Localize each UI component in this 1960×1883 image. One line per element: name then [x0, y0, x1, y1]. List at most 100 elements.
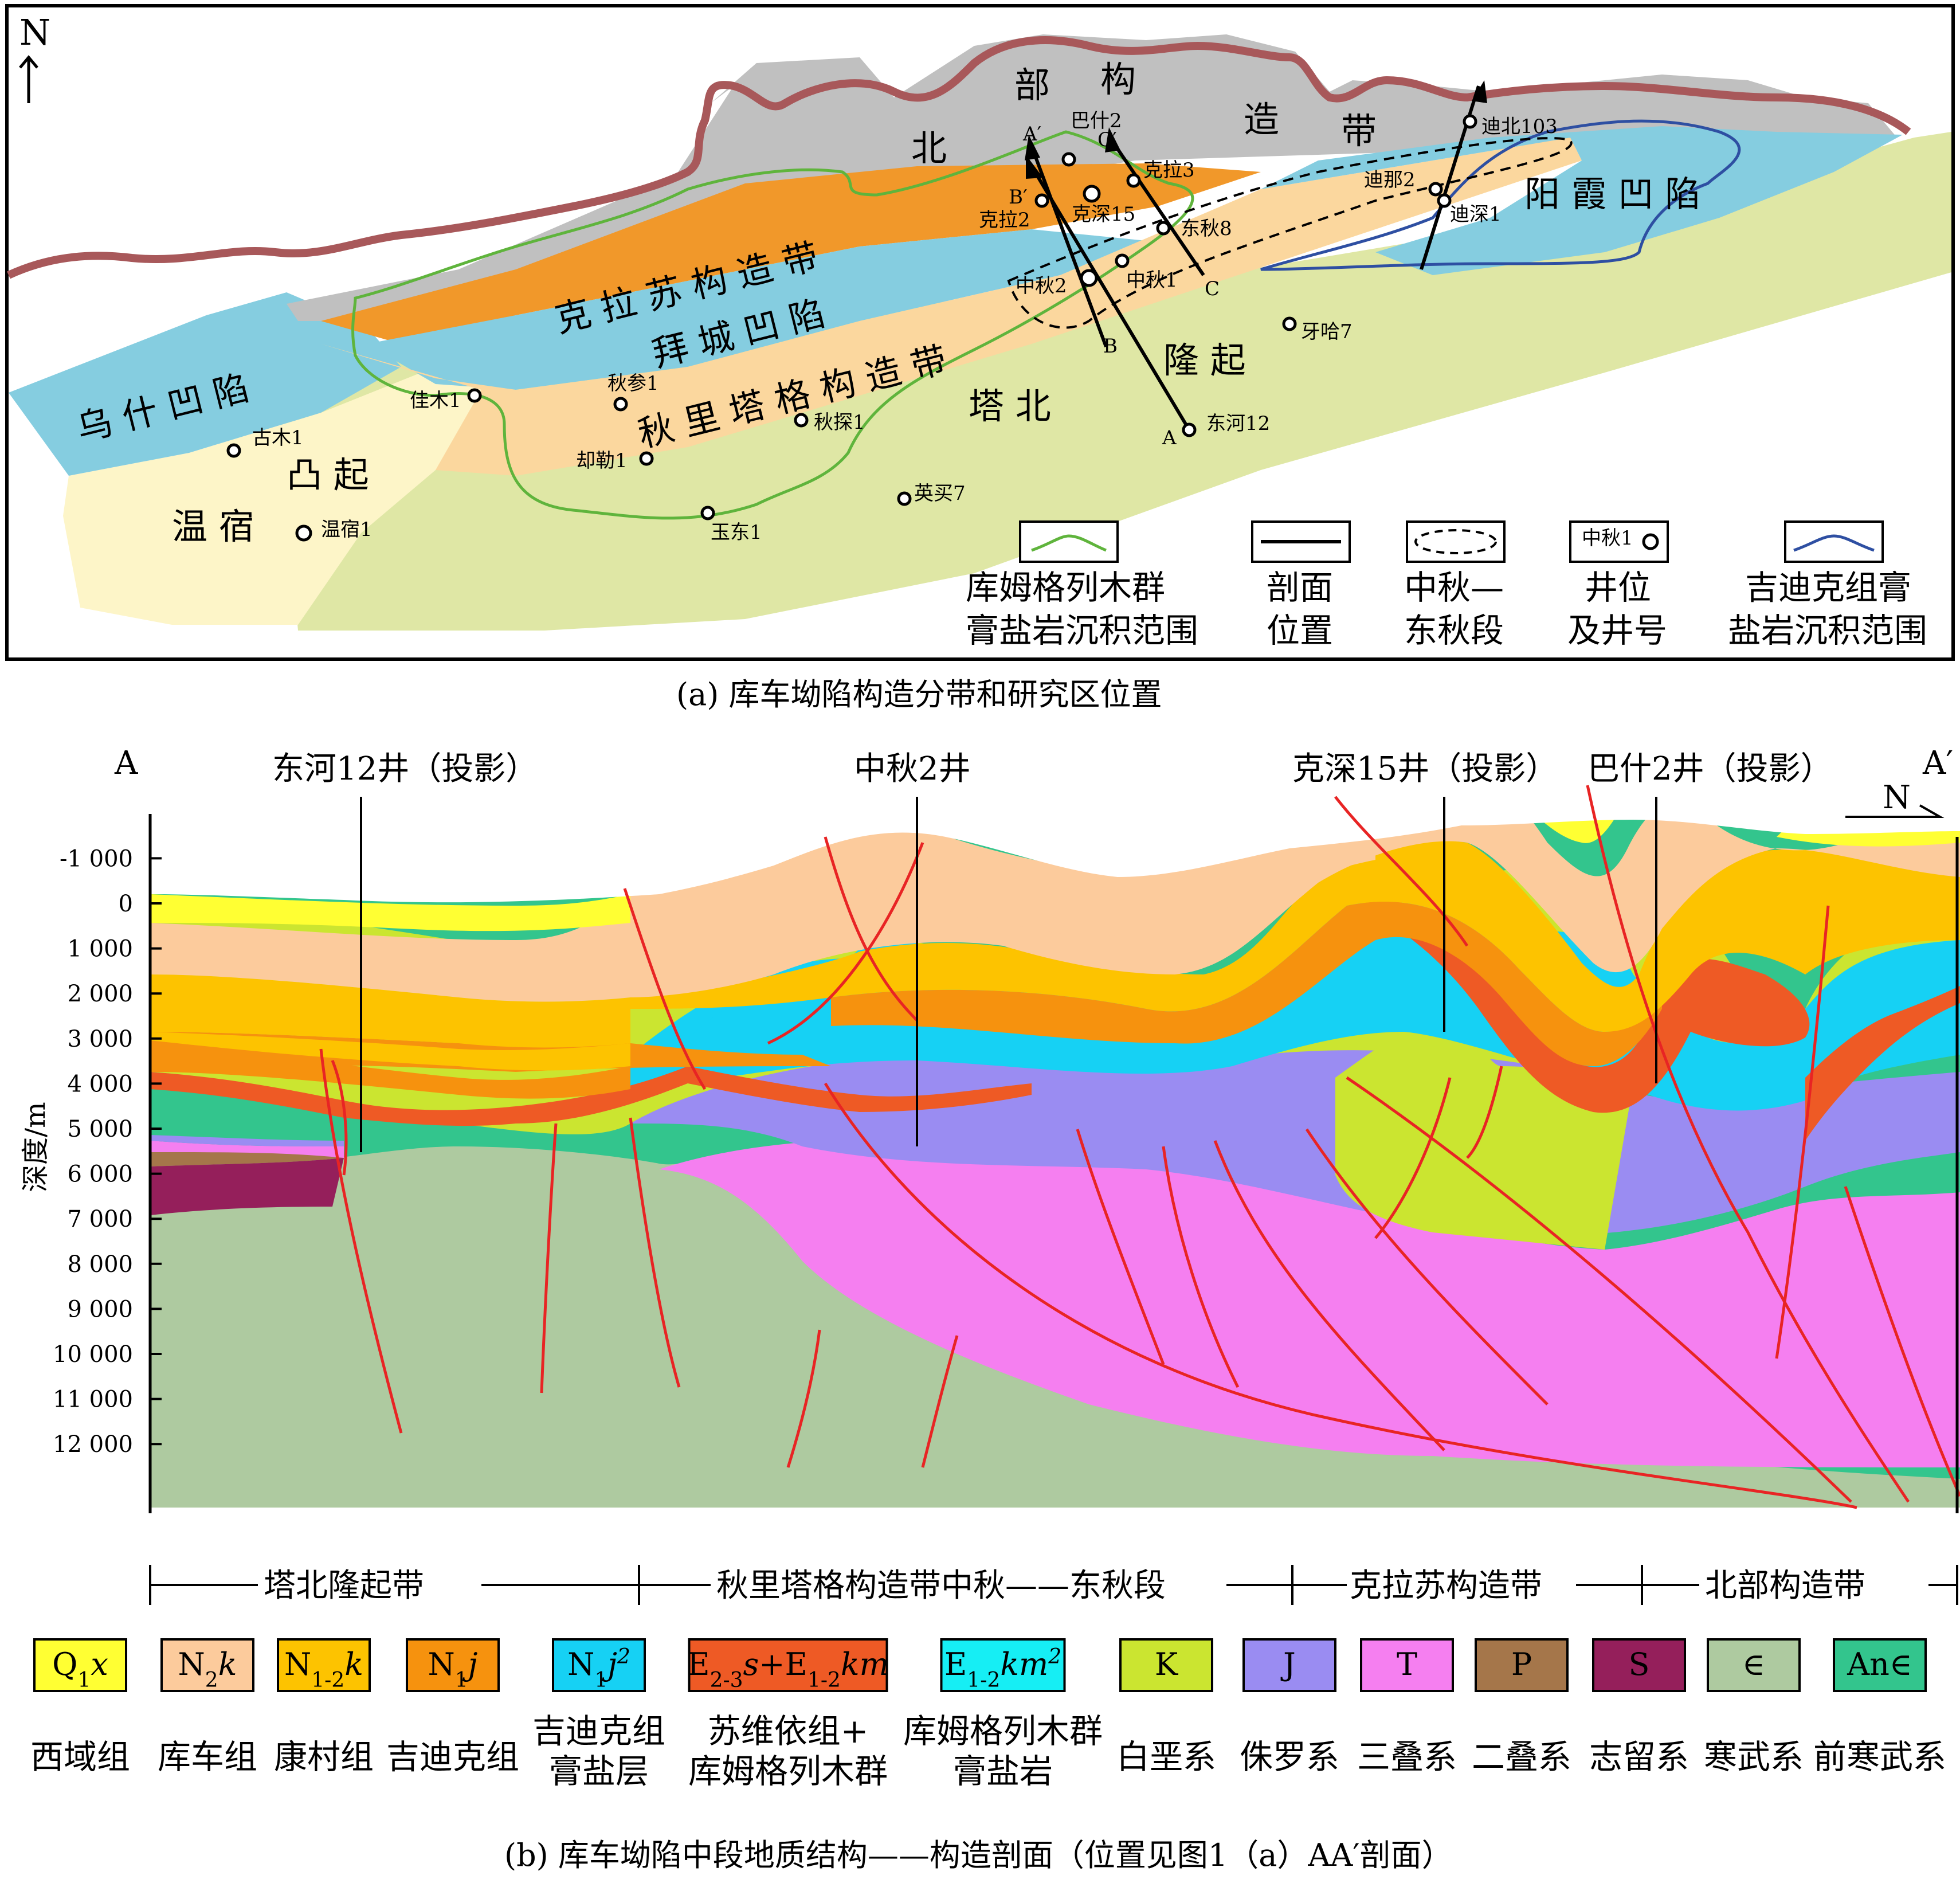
- well-kela3: [1126, 173, 1141, 188]
- legend-symbol-text: S: [1629, 1646, 1650, 1682]
- section-north-label: N: [1883, 779, 1911, 816]
- legend-symbol-text: Q1x: [52, 1646, 108, 1692]
- legend-jidi-text-2: 盐岩沉积范围: [1728, 611, 1927, 650]
- well-kela2: [1034, 193, 1049, 208]
- stratum-n12k-upper: [150, 1032, 630, 1071]
- fault-6: [824, 836, 918, 1021]
- well-donghe12: [1182, 422, 1197, 437]
- legend-name: 西域组: [30, 1737, 130, 1776]
- legend-name: 库车组: [158, 1737, 257, 1776]
- legend-zq-symbol: [1414, 529, 1497, 554]
- zone-beibu-1: 北: [911, 127, 947, 169]
- section-label-a: A: [1162, 426, 1177, 449]
- legend-symbol-text: N2k: [178, 1646, 237, 1692]
- baicheng-depression-area: [367, 229, 1146, 390]
- legend-symbol-text: E2-3s+E1-2km: [687, 1646, 889, 1692]
- well-keshen15: [1083, 185, 1101, 203]
- fault-21: [1374, 1077, 1452, 1239]
- depth-tick-label: 1 000: [67, 936, 133, 962]
- legend-kumu-symbol: [1031, 534, 1107, 552]
- north-arrow-head: [19, 55, 38, 69]
- stratum-n1j-left: [150, 1040, 630, 1099]
- legend-swatch: [688, 1638, 888, 1692]
- legend-zq-box: [1406, 520, 1506, 563]
- stratum-silurian: [150, 1158, 344, 1215]
- header-keshen15: 克深15井（投影）: [1292, 750, 1558, 788]
- zone-yangxia: 阳 霞 凹 陷: [1524, 173, 1700, 215]
- depth-tick-label: 2 000: [67, 981, 133, 1007]
- depth-tick-label: -1 000: [60, 845, 133, 872]
- belt-label-bg-beibu: [1699, 1562, 1928, 1608]
- label-kela2: 克拉2: [979, 209, 1030, 232]
- belt-label-bg-tabei: [258, 1562, 481, 1608]
- legend-well-text-1: 井位: [1585, 568, 1651, 607]
- depth-tick-label: 11 000: [53, 1387, 133, 1413]
- legend-name-line2: 库姆格列木群: [688, 1752, 888, 1791]
- legend-zq-text-1: 中秋—: [1404, 568, 1504, 607]
- zone-beibu-3: 构: [1100, 58, 1136, 100]
- fault-15: [1466, 1066, 1503, 1159]
- section-line-cc: [1110, 139, 1205, 276]
- fault-18: [1844, 1186, 1960, 1497]
- well-gumu1: [226, 443, 241, 458]
- legend-swatch: [33, 1638, 127, 1692]
- label-wensu1: 温宿1: [321, 518, 373, 541]
- kumu-salt-range-line: [351, 130, 1194, 520]
- well-dishen1: [1437, 193, 1452, 208]
- arrowhead-bb: [1025, 135, 1040, 160]
- legend-jidi-box: [1784, 520, 1884, 563]
- fault-20: [921, 1335, 959, 1468]
- section-strata: [150, 791, 1960, 1508]
- stratum-permian: [150, 1152, 344, 1166]
- depth-tick-label: 12 000: [53, 1431, 133, 1458]
- section-north-arrow: [1845, 804, 1945, 818]
- legend-section-text-2: 位置: [1267, 611, 1333, 650]
- label-keshen15: 克深15: [1072, 203, 1135, 226]
- label-jiamu1: 佳木1: [410, 389, 461, 412]
- depth-ticks: -1 000 0 1 000 2 000 3 000 4 000 5 000 6 000 7 0…: [53, 845, 162, 1458]
- fault-17: [1775, 905, 1830, 1359]
- fault-7: [767, 842, 924, 1045]
- label-kela3: 克拉3: [1143, 159, 1195, 182]
- legend-name: 侏罗系: [1240, 1737, 1339, 1776]
- map-well-labels: 巴什2 克拉3 克拉2 克深15 东秋8 中秋2 中秋1 迪那2 迪深1 迪北1…: [252, 109, 1558, 544]
- legend-name: 吉迪克组: [532, 1712, 665, 1751]
- header-donghe12: 东河12井（投影）: [272, 750, 538, 788]
- section-label-b: B: [1103, 335, 1118, 358]
- legend-swatch: [1242, 1638, 1336, 1692]
- fault-14: [1334, 796, 1469, 947]
- zone-beibu-4: 造: [1244, 99, 1279, 140]
- legend-symbol-text: T: [1397, 1646, 1417, 1682]
- well-yingmai7: [897, 491, 912, 506]
- legend-name: 康村组: [274, 1737, 374, 1776]
- legend-symbol-text: E1-2km2: [944, 1645, 1061, 1692]
- depth-axis: -1 000 0 1 000 2 000 3 000 4 000 5 000 6 000 7 0…: [19, 814, 1959, 1513]
- legend-name-line2: 膏盐层: [549, 1752, 649, 1791]
- fault-19: [786, 1329, 821, 1468]
- label-dishen1: 迪深1: [1450, 203, 1502, 226]
- belt-label-beibu: 北部构造带: [1705, 1567, 1865, 1604]
- fault-10: [1162, 1146, 1240, 1388]
- well-qiucan1: [613, 397, 628, 412]
- belt-label-bg-kelasu: [1347, 1562, 1576, 1608]
- legend-jidi-symbol: [1793, 534, 1875, 552]
- legend-name-line2: 膏盐岩: [953, 1752, 1053, 1791]
- stratum-e: [150, 1066, 1032, 1126]
- well-bashi2: [1061, 152, 1076, 167]
- legend-name: 志留系: [1589, 1737, 1689, 1776]
- stratum-e-north: [1805, 986, 1960, 1141]
- depth-tick-label: 3 000: [67, 1026, 133, 1052]
- fault-4: [629, 1117, 681, 1388]
- fault-13: [1346, 1076, 1852, 1503]
- legend-zq-text-2: 东秋段: [1404, 611, 1504, 650]
- caption-a: (a) 库车坳陷构造分带和研究区位置: [676, 676, 1162, 713]
- legend-kumu-text-2: 膏盐岩沉积范围: [966, 611, 1198, 650]
- legend-jidi-text-1: 吉迪克组膏: [1745, 568, 1911, 607]
- section-panel: A A′ 东河12井（投影） 中秋2井 克深15井（投影） 巴什2井（投影） N…: [19, 745, 1960, 1608]
- zone-wensu-1: 温 宿: [172, 506, 254, 547]
- section-label-c-prime: C′: [1097, 128, 1117, 151]
- fault-3: [540, 1123, 558, 1393]
- wensu-uplift-area: [63, 367, 481, 625]
- faults: [319, 785, 1960, 1509]
- legend-kumu-box: [1019, 520, 1119, 563]
